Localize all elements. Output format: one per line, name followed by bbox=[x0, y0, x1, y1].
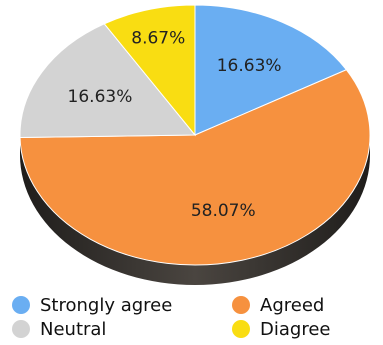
pie-labels: 16.63% 58.07% 16.63% 8.67% bbox=[68, 28, 282, 221]
legend-swatch-strongly-agree bbox=[12, 296, 30, 314]
pie-slice-neutral bbox=[19, 23, 197, 138]
pie-slice-agreed bbox=[19, 69, 371, 266]
legend: Strongly agree Agreed Neutral Diagree bbox=[0, 290, 383, 345]
legend-swatch-diagree bbox=[232, 320, 250, 338]
legend-label-neutral: Neutral bbox=[40, 318, 107, 340]
legend-item-agreed: Agreed bbox=[232, 293, 324, 317]
pie-slices bbox=[19, 4, 371, 266]
pie-chart-svg: 16.63% 58.07% 16.63% 8.67% bbox=[19, 4, 371, 285]
legend-item-neutral: Neutral bbox=[12, 317, 106, 341]
legend-label-agreed: Agreed bbox=[260, 294, 325, 316]
pie-data-label-diagree: 8.67% bbox=[131, 28, 185, 48]
legend-swatch-neutral bbox=[12, 320, 30, 338]
legend-item-strongly-agree: Strongly agree bbox=[12, 293, 172, 317]
pie-chart: 16.63% 58.07% 16.63% 8.67% bbox=[19, 4, 371, 285]
legend-label-diagree: Diagree bbox=[260, 318, 331, 340]
pie-data-label-neutral: 16.63% bbox=[68, 87, 133, 107]
pie-data-label-agreed: 58.07% bbox=[191, 201, 256, 221]
legend-swatch-agreed bbox=[232, 296, 250, 314]
pie-slice-strongly-agree bbox=[194, 4, 348, 136]
legend-item-diagree: Diagree bbox=[232, 317, 330, 341]
pie-slice-diagree bbox=[103, 4, 196, 137]
pie-data-label-strongly-agree: 16.63% bbox=[217, 56, 282, 76]
legend-label-strongly-agree: Strongly agree bbox=[40, 294, 173, 316]
